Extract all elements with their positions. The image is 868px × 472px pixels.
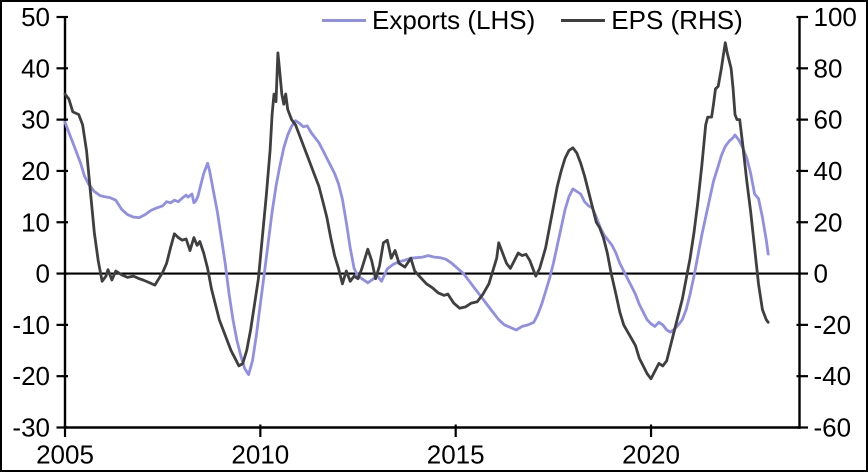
y-right-tick-label: -40 — [814, 361, 852, 391]
y-left-tick-label: 10 — [21, 207, 50, 237]
legend-label-exports: Exports (LHS) — [372, 5, 536, 35]
legend-item-exports: Exports (LHS) — [322, 7, 535, 33]
legend-item-eps: EPS (RHS) — [561, 5, 743, 35]
y-right-tick-label: -20 — [814, 310, 852, 340]
legend-label-eps: EPS (RHS) — [611, 5, 743, 35]
x-tick-label: 2010 — [231, 440, 289, 470]
y-right-tick-label: 20 — [814, 207, 843, 237]
x-tick-label: 2015 — [427, 440, 485, 470]
y-right-tick-label: 60 — [814, 105, 843, 135]
y-right-tick-label: -60 — [814, 413, 852, 443]
y-left-tick-label: 0 — [36, 259, 50, 289]
y-left-tick-label: 20 — [21, 156, 50, 186]
y-left-tick-label: 30 — [21, 105, 50, 135]
y-right-tick-label: 0 — [814, 259, 828, 289]
y-left-tick-label: 40 — [21, 53, 50, 83]
chart-legend: Exports (LHS) EPS (RHS) — [322, 4, 743, 36]
series-line-eps — [63, 41, 770, 381]
exports-line-swatch — [322, 18, 366, 22]
eps-line-swatch — [561, 18, 606, 22]
series-line-exports — [63, 119, 770, 377]
y-right-tick-label: 80 — [814, 53, 843, 83]
y-left-tick-label: 50 — [21, 2, 50, 32]
x-tick-label: 2005 — [36, 440, 94, 470]
y-left-tick-label: -10 — [12, 310, 50, 340]
y-right-tick-label: 40 — [814, 156, 843, 186]
x-tick-label: 2020 — [622, 440, 680, 470]
y-right-tick-label: 100 — [814, 2, 857, 32]
y-left-tick-label: -30 — [12, 413, 50, 443]
y-left-tick-label: -20 — [12, 361, 50, 391]
